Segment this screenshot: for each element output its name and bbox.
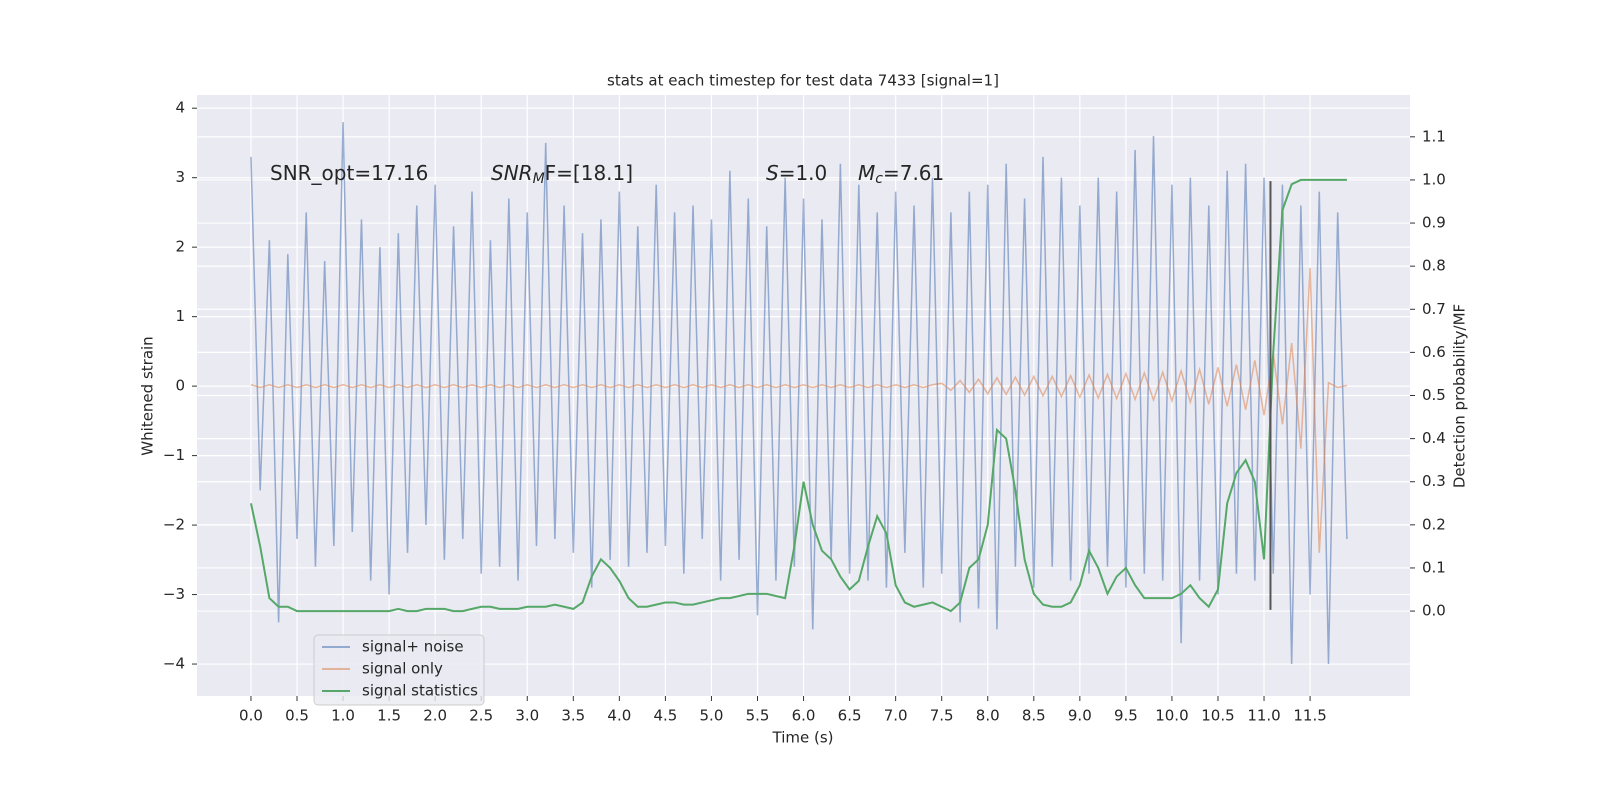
y-tick-label: −2 <box>163 516 185 534</box>
y-tick-label: 3 <box>175 168 185 186</box>
x-tick-label: 10.0 <box>1155 707 1188 725</box>
y2-tick-label: 0.0 <box>1422 602 1446 620</box>
annotation-sub: c <box>875 171 883 187</box>
legend-label: signal statistics <box>362 682 478 700</box>
y-tick-label: 1 <box>175 307 185 325</box>
annotation-part: SNR <box>491 161 533 185</box>
y-tick-label: 0 <box>175 377 185 395</box>
x-tick-label: 7.5 <box>930 707 954 725</box>
annotation-sub: M <box>533 171 545 187</box>
annotation-part: S <box>766 161 779 185</box>
series-line <box>250 267 1348 553</box>
x-tick-label: 9.5 <box>1114 707 1138 725</box>
x-tick-label: 3.5 <box>561 707 585 725</box>
x-tick-label: 4.5 <box>653 707 677 725</box>
chart-title: stats at each timestep for test data 743… <box>607 72 999 90</box>
x-tick-label: 1.5 <box>377 707 401 725</box>
x-tick-label: 11.0 <box>1247 707 1280 725</box>
y2-tick-label: 0.6 <box>1422 343 1446 361</box>
y2-tick-label: 0.2 <box>1422 515 1446 533</box>
series-line <box>249 178 1347 613</box>
x-tick-label: 11.5 <box>1293 707 1326 725</box>
x-tick-label: 3.0 <box>515 707 539 725</box>
y2-tick-label: 0.7 <box>1422 300 1446 318</box>
x-tick-label: 0.5 <box>285 707 309 725</box>
x-tick-label: 4.0 <box>607 707 631 725</box>
legend-label: signal+ noise <box>362 638 464 656</box>
annotation: SNR_opt=17.16 <box>270 161 428 185</box>
series-line <box>250 122 1348 665</box>
annotation: SNRMF=[18.1] <box>491 161 633 188</box>
y2-tick-label: 0.3 <box>1422 472 1446 490</box>
x-tick-label: 5.5 <box>746 707 770 725</box>
x-tick-label: 7.0 <box>884 707 908 725</box>
y2-tick-label: 0.8 <box>1422 257 1446 275</box>
y-tick-label: 2 <box>175 238 185 256</box>
y-tick-label: −3 <box>163 585 185 603</box>
annotation-part: =1.0 <box>779 161 828 185</box>
y-tick-label: −1 <box>163 446 185 464</box>
annotation-part: =7.61 <box>883 161 944 185</box>
annotation: S=1.0 <box>766 161 827 185</box>
x-tick-label: 8.5 <box>1022 707 1046 725</box>
y-tick-label: −4 <box>163 655 185 673</box>
y2-axis-label: Detection probability/MF <box>1451 304 1469 488</box>
x-tick-label: 2.5 <box>469 707 493 725</box>
y2-tick-label: 0.9 <box>1422 214 1446 232</box>
x-tick-label: 6.5 <box>838 707 862 725</box>
x-tick-label: 6.0 <box>792 707 816 725</box>
x-tick-label: 1.0 <box>331 707 355 725</box>
y-axis-label: Whitened strain <box>139 336 157 455</box>
y-tick-label: 4 <box>175 99 185 117</box>
y2-tick-label: 0.4 <box>1422 429 1446 447</box>
x-tick-label: 2.0 <box>423 707 447 725</box>
annotation-part: M <box>858 161 875 185</box>
x-tick-label: 5.0 <box>700 707 724 725</box>
y2-tick-label: 0.5 <box>1422 386 1446 404</box>
y2-tick-label: 0.1 <box>1422 558 1446 576</box>
x-tick-label: 0.0 <box>239 707 263 725</box>
x-tick-label: 8.0 <box>976 707 1000 725</box>
x-tick-label: 10.5 <box>1201 707 1234 725</box>
y2-tick-label: 1.1 <box>1422 127 1446 145</box>
annotation-part: F=[18.1] <box>545 161 633 185</box>
x-axis-label: Time (s) <box>772 729 834 747</box>
y2-tick-label: 1.0 <box>1422 170 1446 188</box>
annotation: Mc=7.61 <box>858 161 944 188</box>
annotation-part: SNR_opt=17.16 <box>270 161 428 185</box>
legend-label: signal only <box>362 660 443 678</box>
legend-box <box>313 634 485 706</box>
x-tick-label: 9.0 <box>1068 707 1092 725</box>
